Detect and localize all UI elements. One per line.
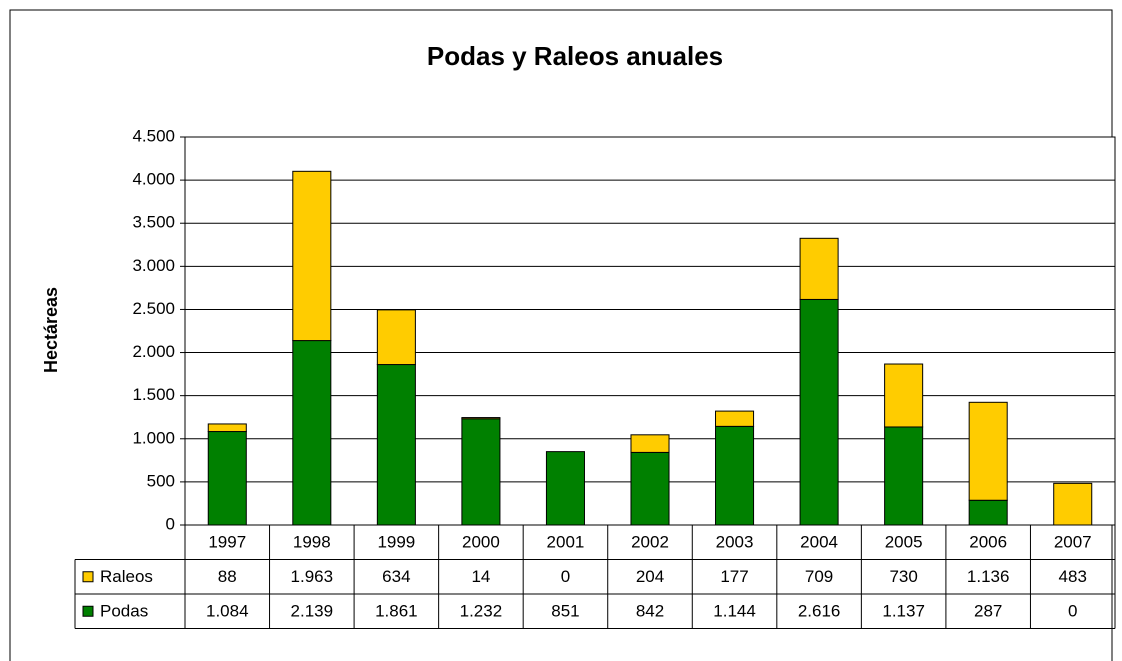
bar-segment: [799, 237, 839, 300]
x-tick-label: 2005: [885, 533, 923, 552]
bar-segment: [376, 309, 416, 366]
legend-swatch: [82, 605, 94, 617]
table-value: 634: [382, 567, 410, 586]
bar-segment: [968, 401, 1008, 501]
table-value: 0: [1068, 602, 1077, 621]
table-value: 1.232: [460, 602, 503, 621]
legend-label: Podas: [100, 602, 148, 621]
bar-segment: [630, 451, 670, 526]
table-value: 287: [974, 602, 1002, 621]
bar-segment: [884, 426, 924, 526]
bar-segment: [461, 418, 501, 526]
bar-segment: [799, 298, 839, 526]
x-tick-label: 2004: [800, 533, 838, 552]
y-tick-label: 4.000: [132, 170, 175, 189]
table-value: 2.616: [798, 602, 841, 621]
table-value: 730: [889, 567, 917, 586]
bar-segment: [884, 363, 924, 428]
x-tick-label: 2000: [462, 533, 500, 552]
table-value: 14: [471, 567, 490, 586]
bar-segment: [968, 499, 1008, 526]
table-value: 1.144: [713, 602, 756, 621]
y-tick-label: 2.000: [132, 342, 175, 361]
legend-swatch: [82, 571, 94, 583]
x-tick-label: 1998: [293, 533, 331, 552]
table-value: 1.963: [291, 567, 334, 586]
y-tick-label: 4.500: [132, 126, 175, 145]
bar-segment: [630, 434, 670, 453]
table-value: 1.084: [206, 602, 249, 621]
x-tick-label: 2002: [631, 533, 669, 552]
table-value: 483: [1059, 567, 1087, 586]
x-tick-label: 1999: [377, 533, 415, 552]
y-tick-label: 1.000: [132, 428, 175, 447]
y-tick-label: 3.000: [132, 256, 175, 275]
table-value: 851: [551, 602, 579, 621]
x-tick-label: 2006: [969, 533, 1007, 552]
bar-segment: [207, 423, 247, 433]
table-value: 1.861: [375, 602, 418, 621]
chart-title: Podas y Raleos anuales: [427, 41, 723, 71]
y-tick-label: 1.500: [132, 385, 175, 404]
y-tick-label: 0: [166, 514, 175, 533]
y-tick-label: 500: [147, 471, 175, 490]
table-value: 709: [805, 567, 833, 586]
table-value: 204: [636, 567, 664, 586]
bar-segment: [207, 431, 247, 526]
bar-segment: [715, 410, 755, 427]
x-tick-label: 2003: [716, 533, 754, 552]
x-tick-label: 2001: [547, 533, 585, 552]
bar-segment: [1053, 482, 1093, 526]
bar-segment: [376, 364, 416, 526]
y-tick-label: 3.500: [132, 213, 175, 232]
table-value: 88: [218, 567, 237, 586]
table-value: 1.137: [882, 602, 925, 621]
y-tick-label: 2.500: [132, 299, 175, 318]
x-tick-label: 1997: [208, 533, 246, 552]
bar-segment: [461, 417, 501, 420]
table-value: 842: [636, 602, 664, 621]
table-value: 2.139: [291, 602, 334, 621]
x-tick-label: 2007: [1054, 533, 1092, 552]
table-value: 177: [720, 567, 748, 586]
table-value: 1.136: [967, 567, 1010, 586]
bar-segment: [545, 451, 585, 526]
table-value: 0: [561, 567, 570, 586]
y-axis-title: Hectáreas: [41, 287, 61, 373]
legend-label: Raleos: [100, 567, 153, 586]
bar-segment: [292, 340, 332, 526]
bar-segment: [715, 425, 755, 526]
bar-segment: [292, 170, 332, 342]
